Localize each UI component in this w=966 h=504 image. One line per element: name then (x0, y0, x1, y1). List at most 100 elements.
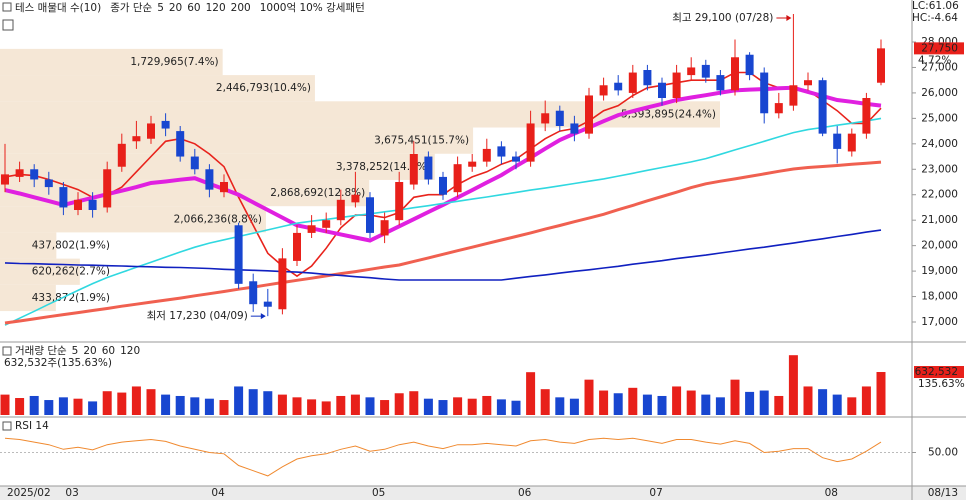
checkbox-icon[interactable] (2, 421, 12, 431)
candle-body (439, 176, 447, 195)
candle-body (643, 70, 652, 86)
last-date: 08/13 (928, 487, 958, 499)
volume-bar (715, 397, 725, 415)
change-label: 4.72% (918, 54, 951, 66)
candle-body (409, 154, 418, 185)
legend-entry: 5 (157, 2, 164, 14)
candle-body (804, 80, 812, 86)
volume-bar (861, 386, 871, 415)
volume-profile-bar (0, 48, 223, 76)
volume-bar (555, 397, 565, 415)
volume-bar (277, 394, 287, 415)
candle-body (833, 133, 842, 149)
volume-profile-label: 620,262(2.7%) (32, 266, 110, 278)
candle-body (877, 48, 885, 83)
volume-bar (146, 389, 156, 415)
volume-profile-label: 3,378,252(14.4%) (336, 161, 431, 173)
x-tick-label: 05 (372, 487, 385, 499)
volume-bar (540, 389, 550, 415)
candle-body (745, 54, 754, 76)
y-tick-label: 18,000 (921, 291, 958, 303)
moving-average-line (4, 229, 882, 281)
volume-bar (321, 401, 331, 415)
candle-body (847, 133, 856, 152)
volume-bar (730, 379, 740, 415)
volume-bar (832, 394, 842, 415)
legend-entry: 120 (120, 345, 140, 357)
volume-bar (657, 395, 667, 415)
legend-entry: 60 (102, 345, 115, 357)
table-icon[interactable] (2, 19, 14, 31)
volume-bar (248, 389, 258, 415)
candle-body (147, 123, 155, 139)
candle-body (497, 146, 506, 157)
x-tick-label: 2025/02 (7, 487, 51, 499)
legend-entry: 20 (83, 345, 96, 357)
volume-bar (44, 400, 54, 415)
volume-bar (350, 394, 360, 415)
volume-bar (131, 386, 141, 415)
current-volume-label: 632,532 (915, 366, 958, 378)
volume-profile-label: 3,675,451(15.7%) (374, 135, 469, 147)
candle-body (307, 225, 316, 233)
volume-profile-bar (0, 284, 56, 312)
annotation-arrowhead (786, 15, 792, 22)
volume-bar (569, 398, 579, 415)
volume-bar (453, 397, 463, 415)
checkbox-icon[interactable] (2, 2, 12, 12)
y-tick-label: 22,000 (921, 189, 958, 201)
candle-body (468, 161, 477, 167)
candle-body (44, 179, 53, 188)
y-tick-label: 50.00 (928, 447, 958, 459)
candle-body (541, 113, 550, 124)
volume-bar (263, 391, 273, 415)
y-tick-label: 24,000 (921, 138, 958, 150)
volume-bar (15, 398, 25, 415)
legend-entry: 200 (231, 2, 251, 14)
volume-profile-label: 2,446,793(10.4%) (216, 82, 311, 94)
lc-label: LC:61.06 (912, 0, 959, 12)
volume-profile-label: 1,729,965(7.4%) (130, 56, 218, 68)
volume-bar (88, 401, 98, 415)
candle-body (774, 103, 783, 114)
volume-bar (628, 387, 638, 415)
candle-body (249, 281, 258, 305)
candle-body (59, 187, 68, 208)
candle-body (1, 174, 9, 185)
candle-body (380, 220, 389, 236)
candle-body (614, 82, 623, 91)
volume-bar (511, 400, 521, 415)
y-tick-label: 20,000 (921, 240, 958, 252)
volume-bar (599, 390, 609, 415)
volume-profile-label: 2,868,692(12.8%) (270, 187, 365, 199)
y-tick-label: 27,000 (921, 61, 958, 73)
volume-bar (234, 386, 244, 415)
y-tick-label: 21,000 (921, 214, 958, 226)
volume-profile-label: 2,066,236(8.8%) (174, 213, 262, 225)
candle-body (760, 72, 769, 114)
candle-body (658, 82, 666, 99)
volume-profile-bar (0, 232, 57, 259)
volume-bar (788, 355, 798, 415)
candle-body (161, 120, 170, 129)
volume-bar (292, 397, 302, 415)
volume-bar (336, 395, 346, 415)
date-axis-bg (0, 486, 966, 500)
checkbox-icon[interactable] (2, 346, 12, 356)
hc-label: HC:-4.64 (912, 12, 958, 24)
legend-entry: 5 (72, 345, 79, 357)
candle-body (132, 136, 141, 142)
x-tick-label: 03 (65, 487, 78, 499)
candle-body (88, 199, 97, 211)
candle-body (555, 110, 564, 127)
legend-entry: 120 (206, 2, 226, 14)
volume-bar (73, 398, 83, 415)
volume-bar (175, 395, 185, 415)
candle-body (672, 72, 681, 99)
volume-bar (219, 400, 229, 415)
annotation-text: 최고 29,100 (07/28) (672, 12, 773, 24)
volume-bar (818, 389, 828, 415)
ratio-label: 135.63% (918, 378, 965, 390)
candle-body (322, 220, 331, 228)
current-price-tag (914, 42, 964, 55)
